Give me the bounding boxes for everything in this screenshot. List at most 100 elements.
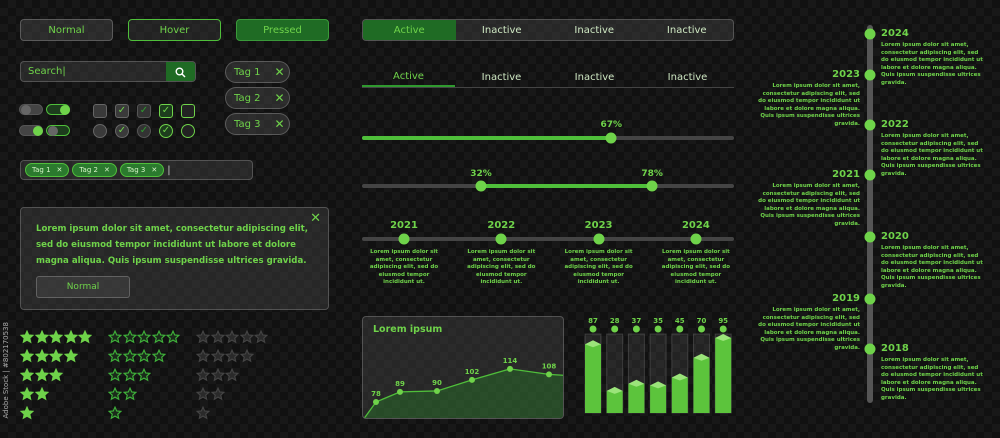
star-icon[interactable] <box>107 405 123 423</box>
star-icon[interactable] <box>136 348 152 366</box>
tag-chip[interactable]: Tag 2 ✕ <box>72 163 117 177</box>
star-icon[interactable] <box>122 329 137 347</box>
star-icon[interactable] <box>239 329 254 347</box>
star-icon[interactable] <box>122 367 137 385</box>
alert-normal-button[interactable]: Normal <box>36 276 130 298</box>
star-icon[interactable] <box>107 329 123 347</box>
star-icon[interactable] <box>195 348 211 366</box>
radio-check[interactable]: ✓ <box>137 124 151 138</box>
timeline-dot <box>864 293 876 305</box>
close-icon[interactable]: ✕ <box>274 65 285 79</box>
tab-inactive[interactable]: Inactive <box>481 24 522 36</box>
tab-inactive[interactable]: Inactive <box>574 24 615 36</box>
star-icon[interactable] <box>224 348 240 366</box>
normal-button[interactable]: Normal <box>20 19 113 41</box>
range-high-thumb[interactable] <box>646 180 658 192</box>
star-icon[interactable] <box>63 348 78 366</box>
bar-dot <box>698 325 705 333</box>
close-icon[interactable]: ✕ <box>310 211 321 226</box>
underline-tab-inactive[interactable]: Inactive <box>481 72 522 83</box>
close-icon[interactable]: ✕ <box>103 166 110 174</box>
star-icon[interactable] <box>195 367 211 385</box>
star-icon[interactable] <box>19 329 35 347</box>
star-icon[interactable] <box>34 329 49 347</box>
checkbox[interactable] <box>181 104 195 118</box>
checkbox[interactable]: ✓ <box>137 104 151 118</box>
star-icon[interactable] <box>48 329 64 347</box>
bar <box>628 383 645 413</box>
radio-check[interactable] <box>93 124 107 138</box>
radio-check[interactable] <box>181 124 195 138</box>
star-icon[interactable] <box>19 348 35 366</box>
star-icon[interactable] <box>34 348 49 366</box>
close-icon[interactable]: ✕ <box>151 166 158 174</box>
hover-button[interactable]: Hover <box>128 19 221 41</box>
range-low-thumb[interactable] <box>475 180 487 192</box>
underline-tab-active[interactable]: Active <box>362 68 455 87</box>
star-icon[interactable] <box>210 386 225 404</box>
underline-tab-inactive[interactable]: Inactive <box>667 72 708 83</box>
timeline-text: Lorem ipsum dolor sit amet, consectetur … <box>758 183 860 227</box>
star-icon[interactable] <box>63 329 78 347</box>
tab-inactive[interactable]: Inactive <box>666 24 707 36</box>
tag-pill[interactable]: Tag 3 ✕ <box>225 113 290 135</box>
search-input[interactable]: Search| <box>20 61 196 82</box>
close-icon[interactable]: ✕ <box>56 166 63 174</box>
checkbox[interactable]: ✓ <box>159 104 173 118</box>
star-icon[interactable] <box>224 329 240 347</box>
close-icon[interactable]: ✕ <box>274 117 285 131</box>
star-icon[interactable] <box>253 329 269 347</box>
star-icon[interactable] <box>19 386 35 404</box>
toggle-switch[interactable] <box>46 104 70 115</box>
star-icon[interactable] <box>239 348 254 366</box>
tag-pill[interactable]: Tag 1 ✕ <box>225 61 290 83</box>
star-icon[interactable] <box>48 348 64 366</box>
tag-chip[interactable]: Tag 1 ✕ <box>25 163 70 177</box>
toggle-switch[interactable] <box>19 125 43 136</box>
star-icon[interactable] <box>136 367 152 385</box>
slider-thumb[interactable] <box>605 132 617 144</box>
star-icon[interactable] <box>136 329 152 347</box>
star-icon[interactable] <box>19 405 35 423</box>
tag-input[interactable]: Tag 1 ✕ Tag 2 ✕ Tag 3 ✕ | <box>20 160 253 180</box>
checkbox[interactable]: ✓ <box>115 104 129 118</box>
star-icon[interactable] <box>122 348 137 366</box>
star-icon[interactable] <box>195 386 211 404</box>
radio-check[interactable]: ✓ <box>115 124 129 138</box>
star-icon[interactable] <box>210 329 225 347</box>
star-icon[interactable] <box>107 348 123 366</box>
star-icon[interactable] <box>19 367 35 385</box>
star-icon[interactable] <box>34 367 49 385</box>
toggle-switch[interactable] <box>19 104 43 115</box>
timeline-text: Lorem ipsum dolor sit amet, consectetur … <box>758 83 860 127</box>
checkbox[interactable] <box>93 104 107 118</box>
close-icon[interactable]: ✕ <box>274 91 285 105</box>
line-point-label: 89 <box>395 380 405 388</box>
pressed-button[interactable]: Pressed <box>236 19 329 41</box>
star-icon[interactable] <box>224 367 240 385</box>
timeline-text: Lorem ipsum dolor sit amet, consectetur … <box>758 307 860 351</box>
tab-active[interactable]: Active <box>363 20 456 40</box>
bar-cap <box>585 340 601 348</box>
radio-check[interactable]: ✓ <box>159 124 173 138</box>
star-icon[interactable] <box>77 329 93 347</box>
star-icon[interactable] <box>165 329 181 347</box>
underline-tab-inactive[interactable]: Inactive <box>574 72 615 83</box>
underline-tabs: Active Inactive Inactive Inactive <box>362 68 734 88</box>
star-icon[interactable] <box>34 386 49 404</box>
star-icon[interactable] <box>195 405 211 423</box>
tag-chip[interactable]: Tag 3 ✕ <box>119 163 165 177</box>
toggle-knob <box>21 105 31 115</box>
star-icon[interactable] <box>210 348 225 366</box>
tag-pill[interactable]: Tag 2 ✕ <box>225 87 290 109</box>
star-icon[interactable] <box>122 386 137 404</box>
star-icon[interactable] <box>151 329 166 347</box>
search-button[interactable] <box>166 62 195 81</box>
star-icon[interactable] <box>107 367 123 385</box>
star-icon[interactable] <box>151 348 166 366</box>
star-icon[interactable] <box>195 329 211 347</box>
star-icon[interactable] <box>107 386 123 404</box>
star-icon[interactable] <box>210 367 225 385</box>
toggle-switch[interactable] <box>46 125 70 136</box>
star-icon[interactable] <box>48 367 64 385</box>
